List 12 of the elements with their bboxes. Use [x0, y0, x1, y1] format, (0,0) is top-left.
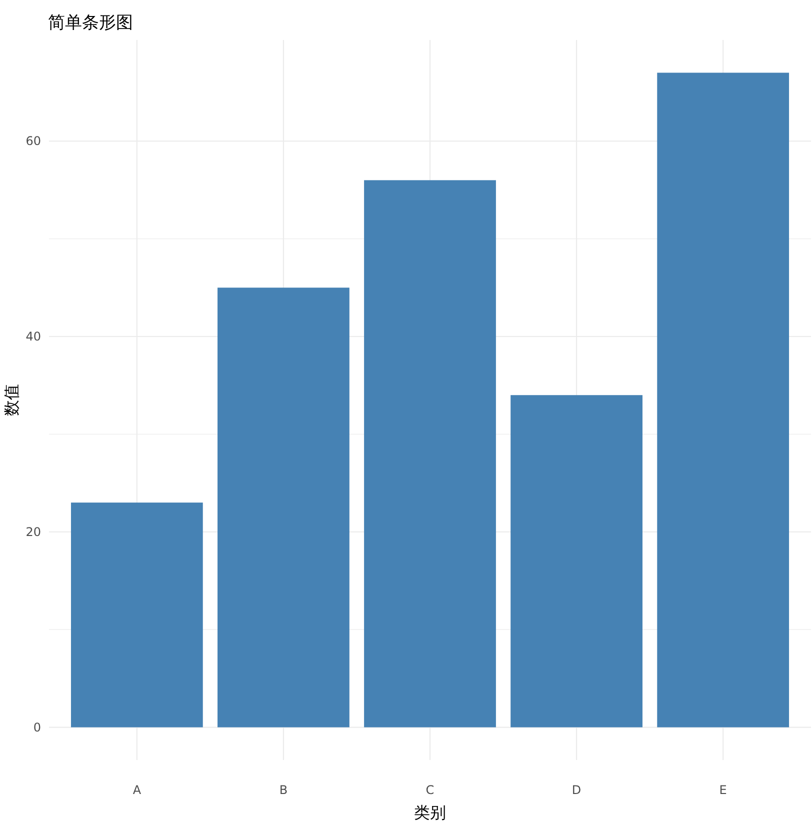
- x-tick-label: B: [279, 783, 288, 797]
- y-tick-label: 60: [26, 134, 41, 148]
- x-tick-label: C: [426, 783, 434, 797]
- x-tick-label: E: [719, 783, 727, 797]
- y-tick-label: 0: [33, 720, 41, 734]
- chart-title: 简单条形图: [48, 13, 133, 33]
- x-tick-label: D: [572, 783, 582, 797]
- y-tick-label: 20: [26, 524, 41, 539]
- x-tick-label: A: [132, 783, 142, 797]
- x-axis-title: 类别: [414, 803, 446, 822]
- y-tick-label: 40: [26, 330, 41, 344]
- y-axis-title: 数值: [2, 384, 21, 416]
